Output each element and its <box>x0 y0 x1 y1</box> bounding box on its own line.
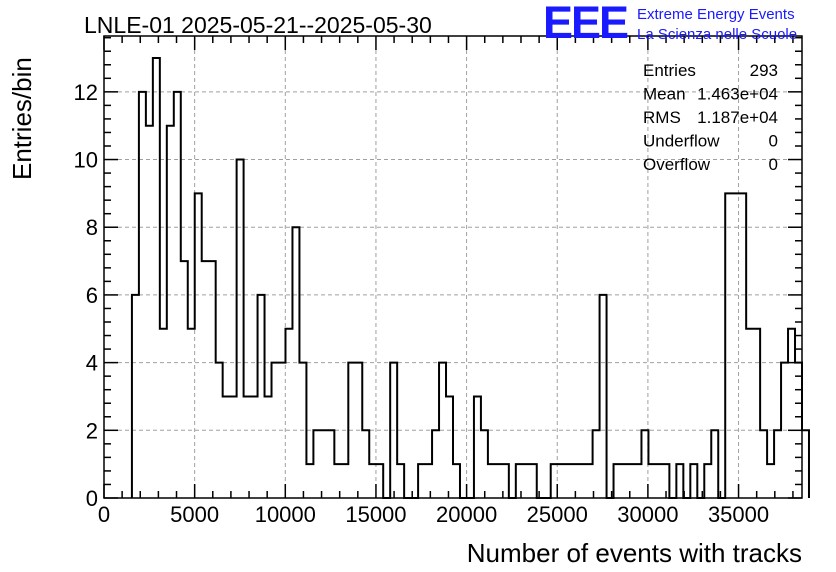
chart-title: LNLE-01 2025-05-21--2025-05-30 <box>84 12 432 38</box>
x-tick-label: 30000 <box>617 502 678 527</box>
stat-label: Overflow <box>643 155 711 174</box>
grid-lines <box>104 36 802 498</box>
y-tick-label: 4 <box>86 351 98 376</box>
x-tick-label: 0 <box>98 502 110 527</box>
x-axis-title: Number of events with tracks <box>467 538 802 568</box>
x-tick-label: 15000 <box>345 502 406 527</box>
eee-logo: EEE Extreme Energy Events La Scienza nel… <box>543 0 797 48</box>
stat-value: 0 <box>769 155 778 174</box>
stat-value: 293 <box>750 61 778 80</box>
y-tick-label: 10 <box>74 148 98 173</box>
y-axis-title: Entries/bin <box>7 57 37 180</box>
plot-frame <box>103 35 803 499</box>
logo-line-2: La Scienza nelle Scuole <box>637 26 797 43</box>
stat-label: Mean <box>643 85 686 104</box>
x-tick-label: 20000 <box>436 502 497 527</box>
stat-label: RMS <box>643 108 681 127</box>
x-tick-label: 35000 <box>708 502 769 527</box>
stat-value: 0 <box>769 132 778 151</box>
logo-letters: EEE <box>543 0 628 48</box>
stats-box: Entries 293 Mean 1.463e+04 RMS 1.187e+04 Under… <box>643 61 778 174</box>
stat-label: Entries <box>643 61 696 80</box>
y-tick-labels: 0 2 4 6 8 10 12 <box>74 80 98 511</box>
axis-ticks <box>103 36 802 499</box>
y-tick-label: 2 <box>86 418 98 443</box>
histogram-outline <box>130 57 810 499</box>
y-tick-label: 12 <box>74 80 98 105</box>
y-tick-label: 8 <box>86 215 98 240</box>
logo-line-1: Extreme Energy Events <box>637 6 795 23</box>
x-tick-label: 5000 <box>170 502 219 527</box>
stat-label: Underflow <box>643 132 720 151</box>
x-tick-label: 10000 <box>255 502 316 527</box>
y-tick-label: 0 <box>86 486 98 511</box>
stat-value: 1.463e+04 <box>697 85 778 104</box>
x-tick-label: 25000 <box>527 502 588 527</box>
y-tick-label: 6 <box>86 283 98 308</box>
stat-value: 1.187e+04 <box>697 108 778 127</box>
x-tick-labels: 0 5000 10000 15000 20000 25000 30000 35000 <box>98 502 769 527</box>
